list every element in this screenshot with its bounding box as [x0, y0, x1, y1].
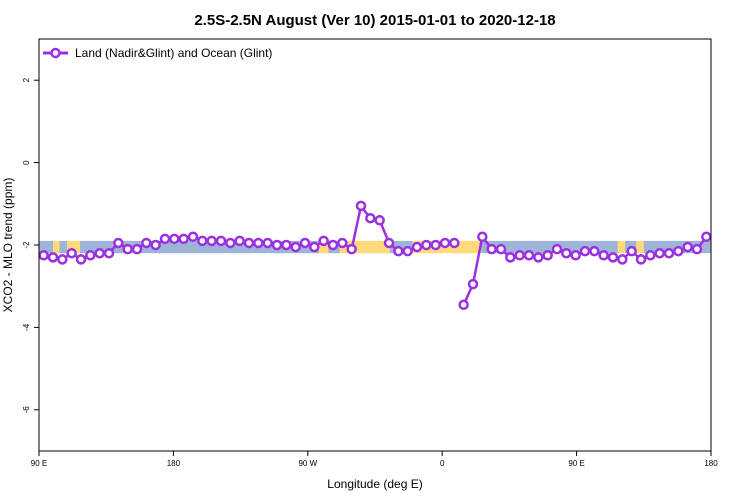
chart-title: 2.5S-2.5N August (Ver 10) 2015-01-01 to … [194, 12, 555, 29]
data-point [542, 250, 553, 261]
data-point [561, 247, 572, 259]
legend-marker-swatch [50, 47, 61, 59]
data-point [234, 235, 245, 247]
legend-label: Land (Nadir&Glint) and Ocean (Glint) [75, 46, 272, 60]
data-point [598, 250, 609, 261]
data-point [607, 252, 619, 263]
data-point [262, 237, 273, 249]
data-point [66, 247, 77, 259]
data-point [495, 243, 507, 255]
data-point [383, 237, 395, 249]
y-tick-label: 0 [22, 160, 31, 165]
data-point [318, 235, 329, 247]
data-point [654, 247, 665, 259]
data-point [430, 239, 441, 251]
surface-band-land [59, 240, 68, 254]
y-tick-label: -4 [22, 323, 31, 331]
y-tick-label: -6 [22, 406, 31, 414]
data-point [402, 245, 413, 257]
x-tick-label: 180 [167, 459, 181, 468]
data-point [309, 241, 320, 253]
data-point [514, 250, 525, 261]
data-point [486, 243, 497, 255]
data-point [94, 247, 105, 259]
data-point [337, 237, 348, 249]
data-point [169, 233, 180, 245]
data-point [215, 235, 227, 247]
data-point [617, 254, 628, 265]
data-point [682, 241, 693, 253]
surface-band-ocean [53, 240, 61, 254]
data-point [159, 233, 171, 245]
data-point [449, 237, 460, 249]
data-point [589, 245, 600, 257]
data-point [421, 239, 432, 251]
data-point [635, 254, 647, 265]
data-point [579, 245, 591, 257]
data-point [467, 278, 479, 290]
x-tick-label: 90 W [298, 459, 317, 468]
data-point [327, 239, 339, 251]
y-axis: 2 0 -2 -4 -6 [22, 77, 39, 413]
data-point [122, 243, 133, 255]
data-point [411, 241, 423, 253]
y-tick-label: 2 [22, 77, 31, 82]
data-point [523, 250, 535, 261]
data-point [271, 239, 283, 251]
data-point [355, 200, 367, 212]
legend: Land (Nadir&Glint) and Ocean (Glint) [43, 46, 272, 60]
data-point [477, 231, 488, 243]
data-point [113, 237, 124, 249]
data-point [187, 231, 199, 243]
x-tick-label: 180 [704, 459, 718, 468]
x-tick-label: 0 [440, 459, 445, 468]
data-point [206, 235, 217, 247]
data-point [57, 254, 68, 265]
data-point [290, 241, 301, 253]
data-point [299, 237, 311, 249]
data-point [505, 252, 516, 263]
x-tick-label: 90 E [568, 459, 584, 468]
data-point [393, 245, 404, 257]
data-point [253, 237, 264, 249]
series-layer [38, 200, 712, 310]
x-axis: 90 E 180 90 W 0 90 E 180 [31, 451, 718, 468]
y-tick-label: -2 [22, 241, 31, 249]
data-point [281, 239, 292, 251]
data-point [570, 250, 581, 261]
data-point [701, 231, 712, 243]
data-point [645, 250, 656, 261]
data-point [38, 250, 49, 261]
data-point [663, 247, 675, 259]
data-point [243, 237, 255, 249]
y-axis-label: XCO2 - MLO trend (ppm) [1, 178, 15, 313]
data-point [439, 237, 451, 249]
data-point [533, 252, 544, 263]
data-point [131, 243, 143, 255]
data-point [141, 237, 152, 249]
data-point [691, 243, 703, 255]
data-point [150, 239, 161, 251]
surface-band-ocean [636, 240, 645, 254]
data-point [673, 245, 684, 257]
data-point [197, 235, 208, 247]
data-point [75, 254, 87, 265]
surface-band-land [39, 240, 54, 254]
data-point [365, 212, 376, 224]
x-tick-label: 90 E [31, 459, 47, 468]
data-point [225, 237, 236, 249]
surface-band-ocean [617, 240, 626, 254]
data-point [47, 252, 59, 263]
data-point [626, 245, 637, 257]
data-point [551, 243, 563, 255]
surface-band-ocean [319, 240, 329, 254]
data-point [346, 243, 357, 255]
data-point [85, 250, 96, 261]
data-point [458, 299, 469, 310]
data-point [103, 247, 115, 259]
x-axis-label: Longitude (deg E) [327, 477, 422, 491]
data-point [178, 233, 189, 245]
data-point [374, 215, 385, 226]
